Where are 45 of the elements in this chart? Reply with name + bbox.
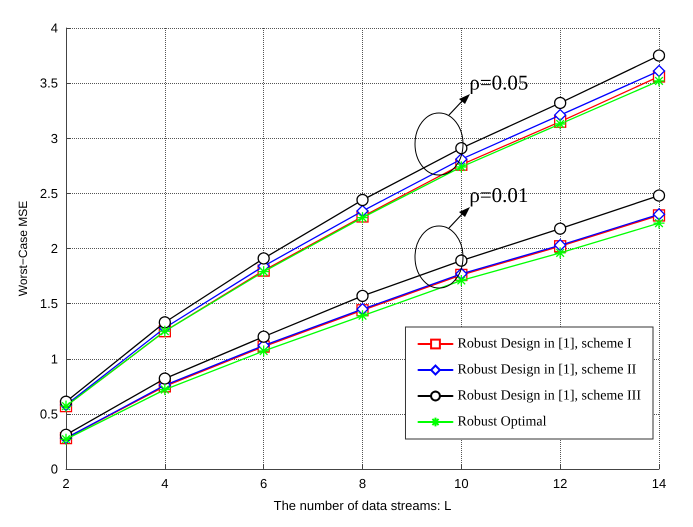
- point: [158, 372, 171, 385]
- point: [158, 383, 171, 396]
- y-tick-label: 3: [50, 130, 58, 146]
- y-tick-label: 2.5: [40, 186, 58, 201]
- y-axis-title: Worst−Case MSE: [16, 200, 30, 296]
- point: [652, 74, 666, 88]
- point: [554, 108, 566, 122]
- y-tick-label: 2: [50, 241, 58, 256]
- point: [652, 49, 666, 62]
- x-tick-label: 10: [454, 476, 469, 491]
- point: [554, 246, 566, 260]
- y-tick-label: 1: [50, 351, 58, 366]
- point: [652, 189, 666, 202]
- annotation: ρ=0.05: [469, 70, 528, 95]
- point: [356, 290, 369, 302]
- point: [554, 118, 566, 130]
- point: [158, 316, 171, 329]
- x-axis-title: The number of data streams: L: [274, 498, 452, 513]
- point: [455, 274, 468, 287]
- point: [258, 344, 270, 358]
- y-tick-label: 1.5: [40, 296, 58, 312]
- point: [258, 252, 270, 265]
- point: [258, 330, 270, 343]
- point: [652, 64, 666, 78]
- x-tick-label: 14: [652, 476, 666, 491]
- point: [356, 310, 369, 322]
- y-tick-label: 4: [50, 20, 58, 36]
- point: [455, 160, 468, 174]
- legend-label: Robust Design in [1], scheme III: [457, 388, 642, 404]
- y-tick-label: 0: [50, 462, 58, 476]
- x-tick-label: 6: [260, 476, 268, 491]
- x-tick-label: 4: [161, 476, 168, 491]
- point: [652, 216, 666, 230]
- legend-label: Robust Design in [1], scheme II: [457, 362, 637, 378]
- x-tick-label: 8: [358, 476, 366, 491]
- x-tick-label: 12: [552, 476, 568, 491]
- legend-label: Robust Optimal: [457, 414, 547, 430]
- annotation: ρ=0.01: [469, 183, 528, 208]
- y-tick-label: 3.5: [40, 76, 58, 91]
- point: [356, 194, 369, 206]
- point: [554, 96, 566, 110]
- x-tick-label: 2: [62, 476, 70, 491]
- point: [554, 222, 566, 235]
- legend-label: Robust Design in [1], scheme I: [457, 336, 632, 352]
- y-tick-label: 0.5: [40, 406, 58, 422]
